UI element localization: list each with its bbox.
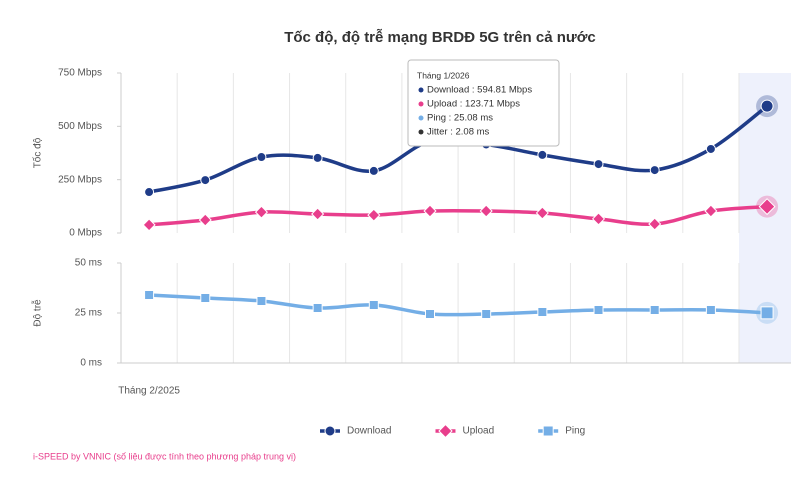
marker	[760, 306, 774, 320]
y-tick-label: 0 ms	[80, 358, 102, 369]
marker	[144, 187, 155, 198]
marker	[649, 165, 660, 176]
marker	[311, 207, 325, 221]
marker	[256, 152, 267, 163]
marker	[254, 205, 269, 219]
marker	[312, 152, 323, 163]
marker	[704, 204, 718, 218]
y-tick-label: 500 Mbps	[58, 121, 102, 132]
y-tick-label: 0 Mbps	[69, 228, 102, 239]
marker	[535, 206, 549, 220]
marker	[423, 204, 437, 218]
legend-label: Ping	[565, 426, 585, 437]
plot-area	[144, 290, 779, 324]
tooltip-line: Ping : 25.08 ms	[427, 113, 493, 124]
legend-item: Download	[320, 425, 391, 437]
tooltip-line: Jitter : 2.08 ms	[427, 127, 490, 138]
footnote: i-SPEED by VNNIC (số liệu được tính theo…	[33, 451, 296, 461]
marker	[593, 305, 604, 315]
tooltip-dot	[418, 129, 424, 135]
tooltip-dot	[418, 87, 424, 93]
tooltip: Tháng 1/2026 Download : 594.81 Mbps Upload…	[407, 59, 560, 147]
marker	[142, 218, 156, 232]
marker	[324, 425, 336, 437]
marker	[591, 212, 606, 226]
y-axis-label: Tốc độ	[32, 137, 44, 168]
legend-item: Ping	[538, 425, 585, 437]
tooltip-line: Upload : 123.71 Mbps	[427, 99, 520, 110]
marker	[537, 307, 548, 317]
legend-label: Upload	[462, 426, 494, 437]
marker	[200, 293, 211, 303]
chart-title: Tốc độ, độ trễ mạng BRDĐ 5G trên cả nước	[284, 29, 596, 46]
marker	[312, 303, 323, 313]
tooltip-box	[407, 59, 560, 147]
legend-label: Download	[347, 426, 391, 437]
tooltip-title: Tháng 1/2026	[417, 70, 470, 80]
marker	[481, 309, 492, 319]
marker	[705, 305, 716, 315]
marker	[368, 300, 379, 310]
y-tick-label: 250 Mbps	[58, 174, 102, 185]
tooltip-dot	[418, 115, 424, 121]
marker	[479, 204, 493, 218]
marker	[649, 305, 660, 315]
marker	[200, 175, 211, 186]
marker	[705, 143, 716, 154]
marker	[198, 213, 212, 227]
y-tick-label: 750 Mbps	[58, 68, 102, 79]
marker	[424, 309, 435, 319]
marker	[438, 423, 453, 439]
x-tick-label: Tháng 2/2025	[118, 386, 180, 397]
marker	[367, 208, 381, 222]
marker	[368, 165, 379, 176]
marker	[593, 159, 604, 170]
tooltip-line: Download : 594.81 Mbps	[427, 85, 532, 96]
y-tick-label: 50 ms	[75, 258, 102, 269]
marker	[537, 149, 548, 160]
marker	[144, 290, 155, 300]
marker	[760, 99, 774, 113]
tooltip-dot	[418, 101, 424, 107]
marker	[648, 217, 662, 231]
marker	[542, 425, 554, 437]
marker	[256, 296, 267, 306]
y-tick-label: 25 ms	[75, 308, 102, 319]
legend-item: Upload	[435, 423, 494, 439]
y-axis-label: Độ trễ	[31, 299, 44, 327]
marker	[758, 198, 776, 216]
